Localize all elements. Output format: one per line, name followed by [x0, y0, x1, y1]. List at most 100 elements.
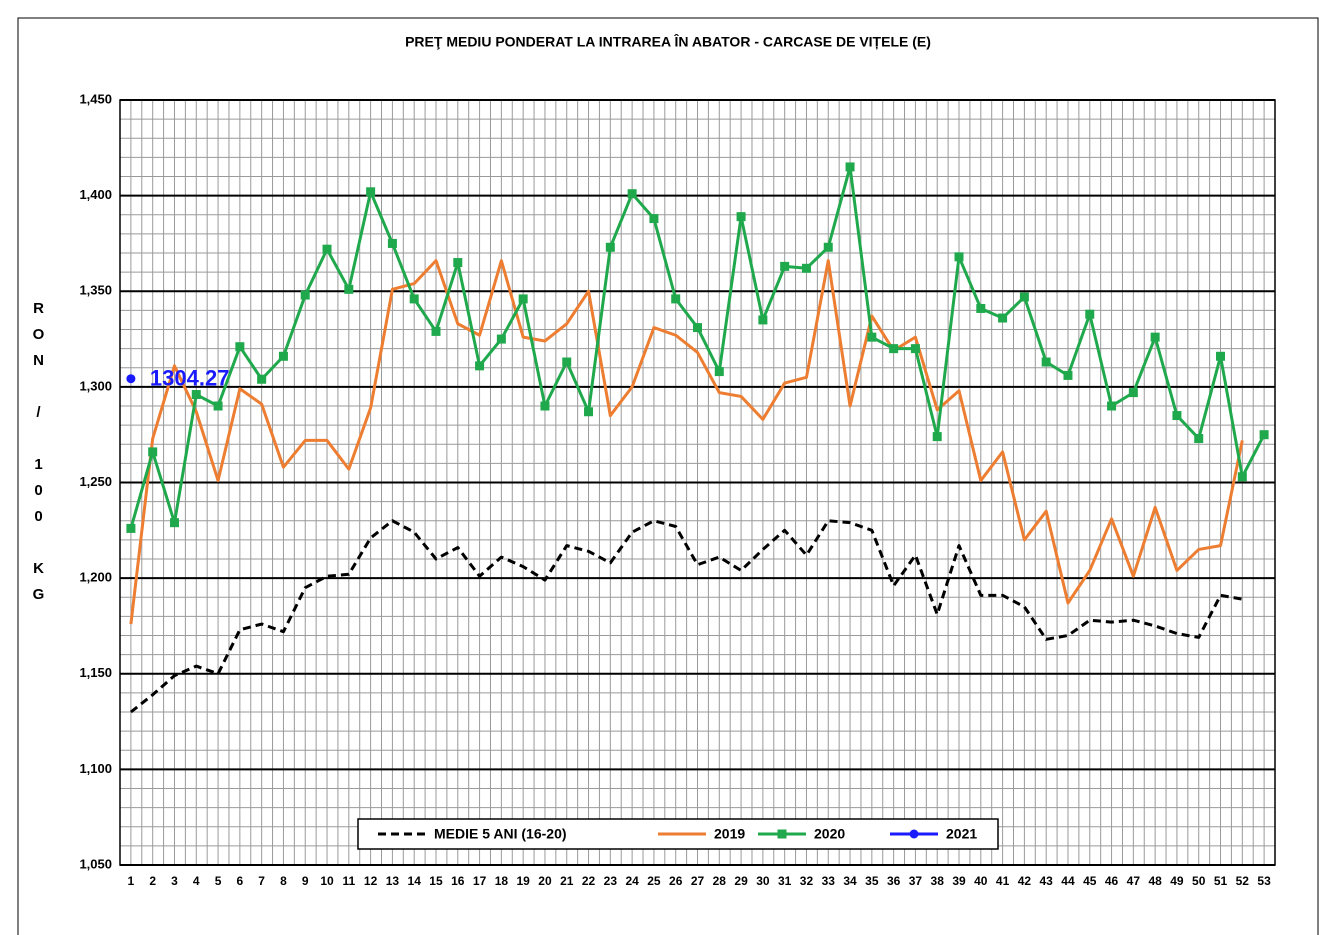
point-marker [758, 315, 768, 325]
x-tick-label: 10 [320, 874, 334, 888]
point-marker [801, 263, 811, 273]
x-tick-label: 1 [128, 874, 135, 888]
x-tick-label: 50 [1192, 874, 1206, 888]
point-marker [867, 332, 877, 342]
x-tick-label: 3 [171, 874, 178, 888]
x-tick-label: 29 [734, 874, 748, 888]
point-marker [976, 303, 986, 313]
point-marker [932, 432, 942, 442]
legend-label: MEDIE 5 ANI (16-20) [434, 826, 567, 842]
point-marker [780, 261, 790, 271]
point-marker [322, 244, 332, 254]
point-marker [1172, 411, 1182, 421]
point-marker [1237, 472, 1247, 482]
x-tick-label: 44 [1061, 874, 1075, 888]
x-tick-label: 24 [625, 874, 639, 888]
x-tick-label: 12 [364, 874, 378, 888]
x-tick-label: 7 [258, 874, 265, 888]
point-marker [409, 294, 419, 304]
point-marker [671, 294, 681, 304]
y-axis-label: RON / 100 KG [30, 300, 47, 612]
point-marker [453, 258, 463, 268]
point-marker [845, 162, 855, 172]
point-marker [910, 344, 920, 354]
x-tick-label: 52 [1236, 874, 1250, 888]
y-tick-label: 1,350 [79, 283, 112, 298]
x-tick-label: 22 [582, 874, 596, 888]
y-tick-label: 1,200 [79, 570, 112, 585]
point-marker [431, 326, 441, 336]
point-marker [496, 334, 506, 344]
y-tick-label: 1,050 [79, 856, 112, 871]
point-marker [1063, 370, 1073, 380]
series-line [129, 259, 1244, 625]
x-tick-label: 33 [822, 874, 836, 888]
x-tick-label: 40 [974, 874, 988, 888]
point-marker [1128, 388, 1138, 398]
x-tick-label: 32 [800, 874, 814, 888]
x-tick-label: 17 [473, 874, 487, 888]
x-tick-label: 53 [1257, 874, 1271, 888]
x-tick-label: 9 [302, 874, 309, 888]
x-tick-label: 27 [691, 874, 705, 888]
point-marker [300, 290, 310, 300]
x-tick-label: 4 [193, 874, 200, 888]
x-tick-label: 14 [408, 874, 422, 888]
x-tick-label: 6 [237, 874, 244, 888]
x-tick-label: 19 [516, 874, 530, 888]
point-marker [344, 284, 354, 294]
x-tick-label: 46 [1105, 874, 1119, 888]
x-tick-label: 26 [669, 874, 683, 888]
legend-marker [909, 829, 919, 839]
x-tick-label: 18 [495, 874, 509, 888]
data-label: 1304.27 [150, 366, 230, 391]
point-marker [627, 189, 637, 199]
x-tick-label: 35 [865, 874, 879, 888]
x-tick-label: 42 [1018, 874, 1032, 888]
x-tick-label: 8 [280, 874, 287, 888]
point-marker [126, 374, 136, 384]
x-tick-label: 2 [149, 874, 156, 888]
x-tick-label: 39 [952, 874, 966, 888]
x-tick-label: 16 [451, 874, 465, 888]
chart-border [17, 17, 1319, 935]
x-tick-label: 34 [843, 874, 857, 888]
point-marker [1194, 434, 1204, 444]
x-tick-label: 23 [604, 874, 618, 888]
point-marker [475, 361, 485, 371]
x-tick-label: 38 [931, 874, 945, 888]
x-tick-label: 37 [909, 874, 923, 888]
point-marker [998, 313, 1008, 323]
y-tick-label: 1,450 [79, 91, 112, 106]
point-marker [714, 367, 724, 377]
point-marker [257, 374, 267, 384]
x-tick-label: 28 [713, 874, 727, 888]
point-marker [169, 518, 179, 528]
point-marker [1216, 351, 1226, 361]
x-tick-label: 30 [756, 874, 770, 888]
x-tick-label: 36 [887, 874, 901, 888]
point-marker [1041, 357, 1051, 367]
y-tick-label: 1,400 [79, 187, 112, 202]
x-tick-label: 5 [215, 874, 222, 888]
x-tick-label: 31 [778, 874, 792, 888]
x-tick-label: 43 [1039, 874, 1053, 888]
point-marker [584, 407, 594, 417]
point-marker [1150, 332, 1160, 342]
point-marker [1019, 292, 1029, 302]
point-marker [736, 212, 746, 222]
point-marker [540, 401, 550, 411]
x-tick-label: 41 [996, 874, 1010, 888]
x-tick-label: 47 [1127, 874, 1141, 888]
x-tick-label: 25 [647, 874, 661, 888]
legend-label: 2019 [714, 826, 745, 842]
x-tick-label: 45 [1083, 874, 1097, 888]
point-marker [387, 238, 397, 248]
x-tick-label: 51 [1214, 874, 1228, 888]
point-marker [278, 351, 288, 361]
x-tick-label: 48 [1148, 874, 1162, 888]
x-tick-label: 21 [560, 874, 574, 888]
x-tick-label: 11 [342, 874, 355, 888]
plot-border [119, 99, 1276, 866]
